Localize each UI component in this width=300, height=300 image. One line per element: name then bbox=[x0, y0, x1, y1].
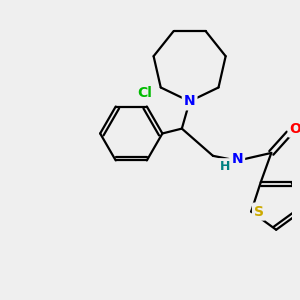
Text: N: N bbox=[184, 94, 195, 108]
Text: H: H bbox=[219, 160, 230, 173]
Text: N: N bbox=[232, 152, 243, 166]
Text: Cl: Cl bbox=[137, 86, 152, 100]
Text: S: S bbox=[254, 205, 264, 219]
Text: O: O bbox=[290, 122, 300, 136]
